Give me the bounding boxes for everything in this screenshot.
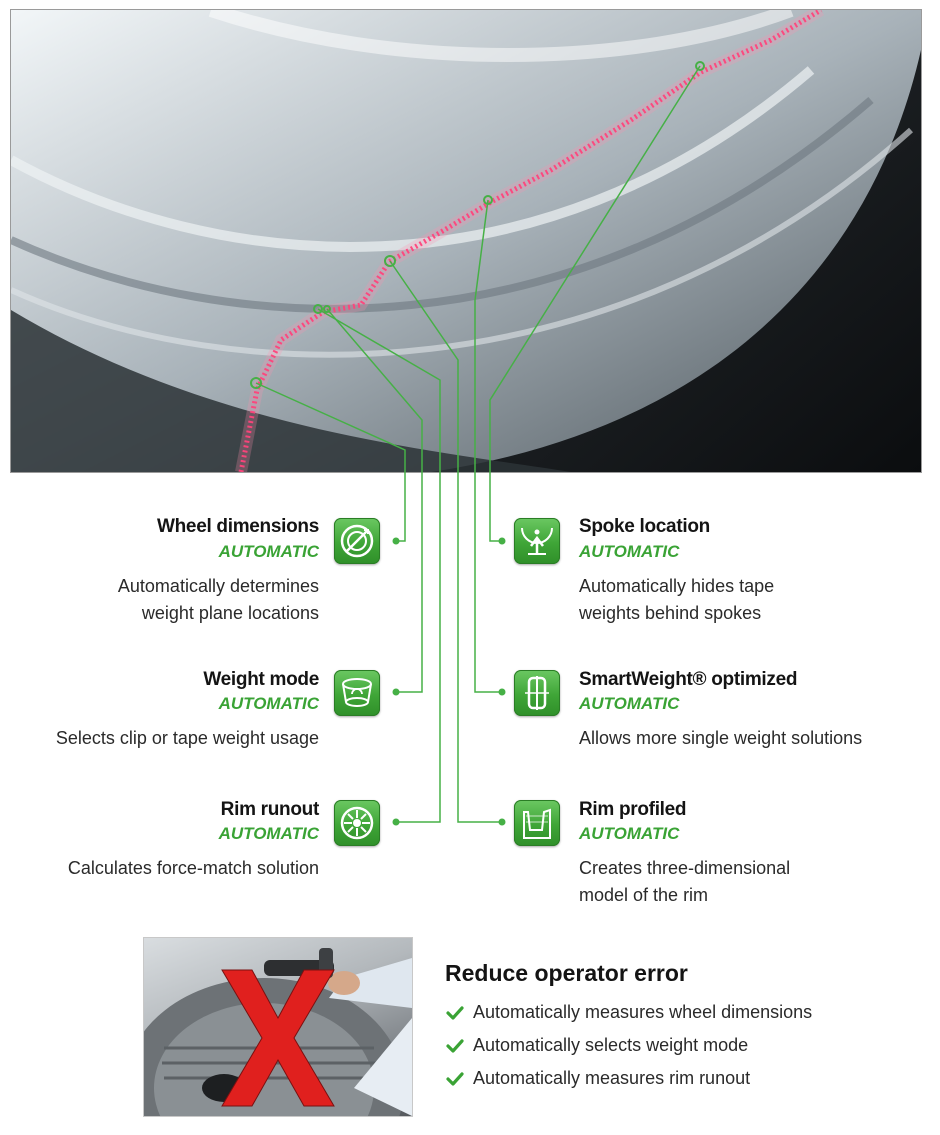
- feature-mode-wheel-dimensions: AUTOMATIC: [218, 542, 319, 561]
- feature-mode-smartweight: AUTOMATIC: [579, 694, 680, 713]
- feature-desc-rim-runout: Calculates force-match solution: [68, 855, 319, 882]
- list-item-label: Automatically measures wheel dimensions: [473, 1002, 813, 1022]
- feature-mode-spoke-location: AUTOMATIC: [579, 542, 680, 561]
- feature-desc-smartweight: Allows more single weight solutions: [579, 725, 862, 752]
- feature-title-wheel-dimensions: Wheel dimensions: [156, 516, 319, 537]
- list-item-label: Automatically selects weight mode: [473, 1035, 749, 1055]
- wheel-dimensions-icon: [334, 518, 380, 564]
- feature-mode-rim-profiled: AUTOMATIC: [579, 824, 680, 843]
- smartweight-icon: [514, 670, 560, 716]
- rim-laser-photo: [10, 9, 922, 473]
- error-x-mark: [221, 969, 335, 1107]
- operator-error-title: Reduce operator error: [445, 960, 688, 986]
- desc-line: Calculates force-match solution: [67, 858, 319, 878]
- feature-title-smartweight: SmartWeight® optimized: [579, 669, 798, 690]
- list-item: Automatically measures rim runout: [445, 1062, 812, 1095]
- desc-line: model of the rim: [579, 885, 709, 905]
- checkmark-icon: [446, 1005, 464, 1020]
- rim-profile-icon: [514, 800, 560, 846]
- feature-mode-weight-mode: AUTOMATIC: [218, 694, 319, 713]
- rim-runout-icon: [334, 800, 380, 846]
- list-item-label: Automatically measures rim runout: [473, 1068, 751, 1088]
- checkmark-icon: [446, 1071, 464, 1086]
- list-item: Automatically selects weight mode: [445, 1029, 812, 1062]
- feature-title-rim-profiled: Rim profiled: [579, 799, 687, 820]
- checkmark-icon: [446, 1038, 464, 1053]
- desc-line: Allows more single weight solutions: [579, 728, 863, 748]
- feature-title-weight-mode: Weight mode: [203, 669, 319, 690]
- feature-mode-rim-runout: AUTOMATIC: [218, 824, 319, 843]
- desc-line: Automatically determines: [117, 576, 319, 596]
- feature-desc-wheel-dimensions: Automatically determines weight plane lo…: [118, 573, 319, 627]
- weight-mode-icon: [334, 670, 380, 716]
- feature-title-spoke-location: Spoke location: [579, 516, 710, 537]
- desc-line: Selects clip or tape weight usage: [55, 728, 319, 748]
- feature-desc-spoke-location: Automatically hides tape weights behind …: [579, 573, 774, 627]
- rim-illustration: [11, 10, 921, 472]
- desc-line: weights behind spokes: [579, 603, 762, 623]
- operator-benefit-list: Automatically measures wheel dimensions …: [445, 996, 812, 1095]
- feature-desc-rim-profiled: Creates three-dimensional model of the r…: [579, 855, 790, 909]
- desc-line: Creates three-dimensional: [579, 858, 791, 878]
- desc-line: weight plane locations: [141, 603, 319, 623]
- operator-illustration: [144, 948, 412, 1116]
- feature-title-rim-runout: Rim runout: [220, 799, 320, 820]
- feature-desc-weight-mode: Selects clip or tape weight usage: [56, 725, 319, 752]
- spoke-location-icon: [514, 518, 560, 564]
- list-item: Automatically measures wheel dimensions: [445, 996, 812, 1029]
- operator-photo: [143, 937, 413, 1117]
- desc-line: Automatically hides tape: [579, 576, 775, 596]
